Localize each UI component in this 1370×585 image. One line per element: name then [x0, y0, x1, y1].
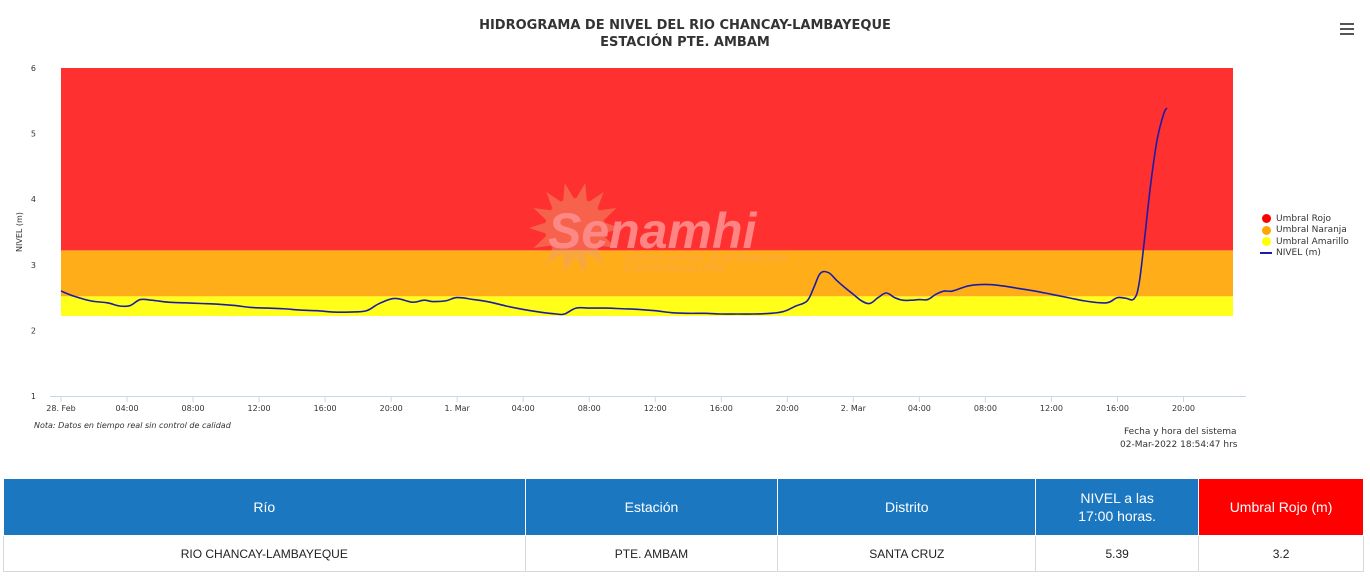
- x-tick-label: 08:00: [974, 404, 997, 413]
- cell-estacion: PTE. AMBAM: [524, 535, 779, 572]
- watermark-sun-core: [545, 198, 605, 258]
- cell-rio: RIO CHANCAY-LAMBAYEQUE: [3, 535, 526, 572]
- header-nivel: NIVEL a las 17:00 horas.: [1035, 478, 1200, 536]
- table-header-row: Río Estación Distrito NIVEL a las 17:00 …: [3, 478, 1364, 536]
- watermark-ray: [599, 235, 617, 248]
- watermark-ray: [563, 255, 574, 273]
- x-tick-label: 1. Mar: [445, 404, 471, 413]
- header-rio: Río: [3, 478, 526, 536]
- legend-line-icon: [1260, 252, 1272, 255]
- watermark-ray: [599, 208, 617, 221]
- cell-nivel: 5.39: [1035, 535, 1200, 572]
- system-datetime-value: 02-Mar-2022 18:54:47 hrs: [1120, 440, 1238, 450]
- y-tick-label: 1: [31, 392, 36, 401]
- x-tick-label: 12:00: [644, 404, 667, 413]
- system-datetime: Fecha y hora del sistema 02-Mar-2022 18:…: [1120, 426, 1238, 452]
- table-row: RIO CHANCAY-LAMBAYEQUE PTE. AMBAM SANTA …: [3, 535, 1364, 572]
- x-tick-label: 16:00: [710, 404, 733, 413]
- y-tick-label: 5: [31, 130, 36, 139]
- watermark-sun-icon: [529, 183, 621, 273]
- x-tick-label: 28. Feb: [46, 404, 75, 413]
- system-datetime-label: Fecha y hora del sistema: [1124, 427, 1237, 437]
- watermark-ray: [589, 247, 604, 264]
- chart-title: HIDROGRAMA DE NIVEL DEL RIO CHANCAY-LAMB…: [479, 18, 891, 33]
- legend-label: NIVEL (m): [1276, 248, 1321, 259]
- x-tick-label: 2. Mar: [841, 404, 867, 413]
- y-tick-label: 6: [31, 64, 36, 73]
- hydrograph-chart: Senamhi SERVICIO NACIONAL DE METEOROLOGÍA…: [15, 18, 1357, 452]
- x-tick-label: 04:00: [512, 404, 535, 413]
- chart-legend: Umbral Rojo Umbral Naranja Umbral Amaril…: [1260, 213, 1349, 259]
- x-tick-label: 20:00: [380, 404, 403, 413]
- x-tick-label: 08:00: [578, 404, 601, 413]
- hamburger-menu-icon[interactable]: [1337, 20, 1357, 38]
- threshold-band-umbral-amarillo: [61, 296, 1233, 316]
- cell-umbral-rojo: 3.2: [1198, 535, 1364, 572]
- x-tick-label: 16:00: [314, 404, 337, 413]
- watermark-ray: [529, 222, 546, 234]
- station-summary-table: Río Estación Distrito NIVEL a las 17:00 …: [3, 478, 1364, 572]
- watermark-ray: [546, 192, 561, 209]
- watermark-subtitle: E HIDROLOGÍA DEL PERÚ: [624, 264, 725, 273]
- threshold-band-umbral-rojo: [61, 68, 1233, 251]
- watermark-ray: [563, 183, 574, 201]
- legend-label: Umbral Naranja: [1276, 225, 1347, 236]
- legend-item-umbral-rojo[interactable]: Umbral Rojo: [1260, 213, 1349, 225]
- x-tick-label: 12:00: [248, 404, 271, 413]
- y-axis-title: NIVEL (m): [15, 212, 24, 252]
- watermark-ray: [533, 208, 551, 221]
- x-tick-label: 08:00: [182, 404, 205, 413]
- watermark-ray: [546, 247, 561, 264]
- chart-subtitle: ESTACIÓN PTE. AMBAM: [600, 35, 770, 50]
- legend-item-umbral-amarillo[interactable]: Umbral Amarillo: [1260, 236, 1349, 248]
- watermark-ray: [576, 255, 587, 273]
- legend-dot-icon: [1261, 237, 1271, 247]
- header-distrito: Distrito: [777, 478, 1037, 536]
- x-tick-label: 12:00: [1040, 404, 1063, 413]
- watermark-brand: Senamhi: [548, 203, 758, 259]
- watermark-ray: [604, 222, 621, 234]
- watermark-ray: [589, 192, 604, 209]
- legend-item-nivel[interactable]: NIVEL (m): [1260, 248, 1349, 260]
- legend-dot-icon: [1261, 214, 1271, 224]
- legend-dot-icon: [1261, 225, 1271, 235]
- header-umbral-rojo: Umbral Rojo (m): [1198, 478, 1364, 536]
- x-tick-label: 04:00: [908, 404, 931, 413]
- x-tick-label: 04:00: [115, 404, 138, 413]
- series-line-nivel[interactable]: [60, 107, 1168, 316]
- cell-distrito: SANTA CRUZ: [777, 535, 1037, 572]
- header-nivel-text: NIVEL a las 17:00 horas.: [1078, 490, 1157, 524]
- legend-item-umbral-naranja[interactable]: Umbral Naranja: [1260, 225, 1349, 237]
- watermark-ray: [533, 235, 551, 248]
- watermark-ray: [576, 183, 587, 201]
- legend-label: Umbral Amarillo: [1276, 236, 1349, 247]
- y-tick-label: 3: [31, 261, 36, 270]
- legend-label: Umbral Rojo: [1276, 213, 1332, 224]
- threshold-band-umbral-naranja: [61, 250, 1233, 297]
- header-estacion: Estación: [524, 478, 779, 536]
- data-quality-note: Nota: Datos en tiempo real sin control d…: [34, 421, 231, 430]
- x-tick-label: 16:00: [1106, 404, 1129, 413]
- y-tick-label: 4: [31, 195, 36, 204]
- watermark-subtitle: SERVICIO NACIONAL DE METEOROLOGÍA: [624, 254, 788, 263]
- x-tick-label: 20:00: [1172, 404, 1195, 413]
- y-tick-label: 2: [31, 326, 36, 335]
- x-tick-label: 20:00: [776, 404, 799, 413]
